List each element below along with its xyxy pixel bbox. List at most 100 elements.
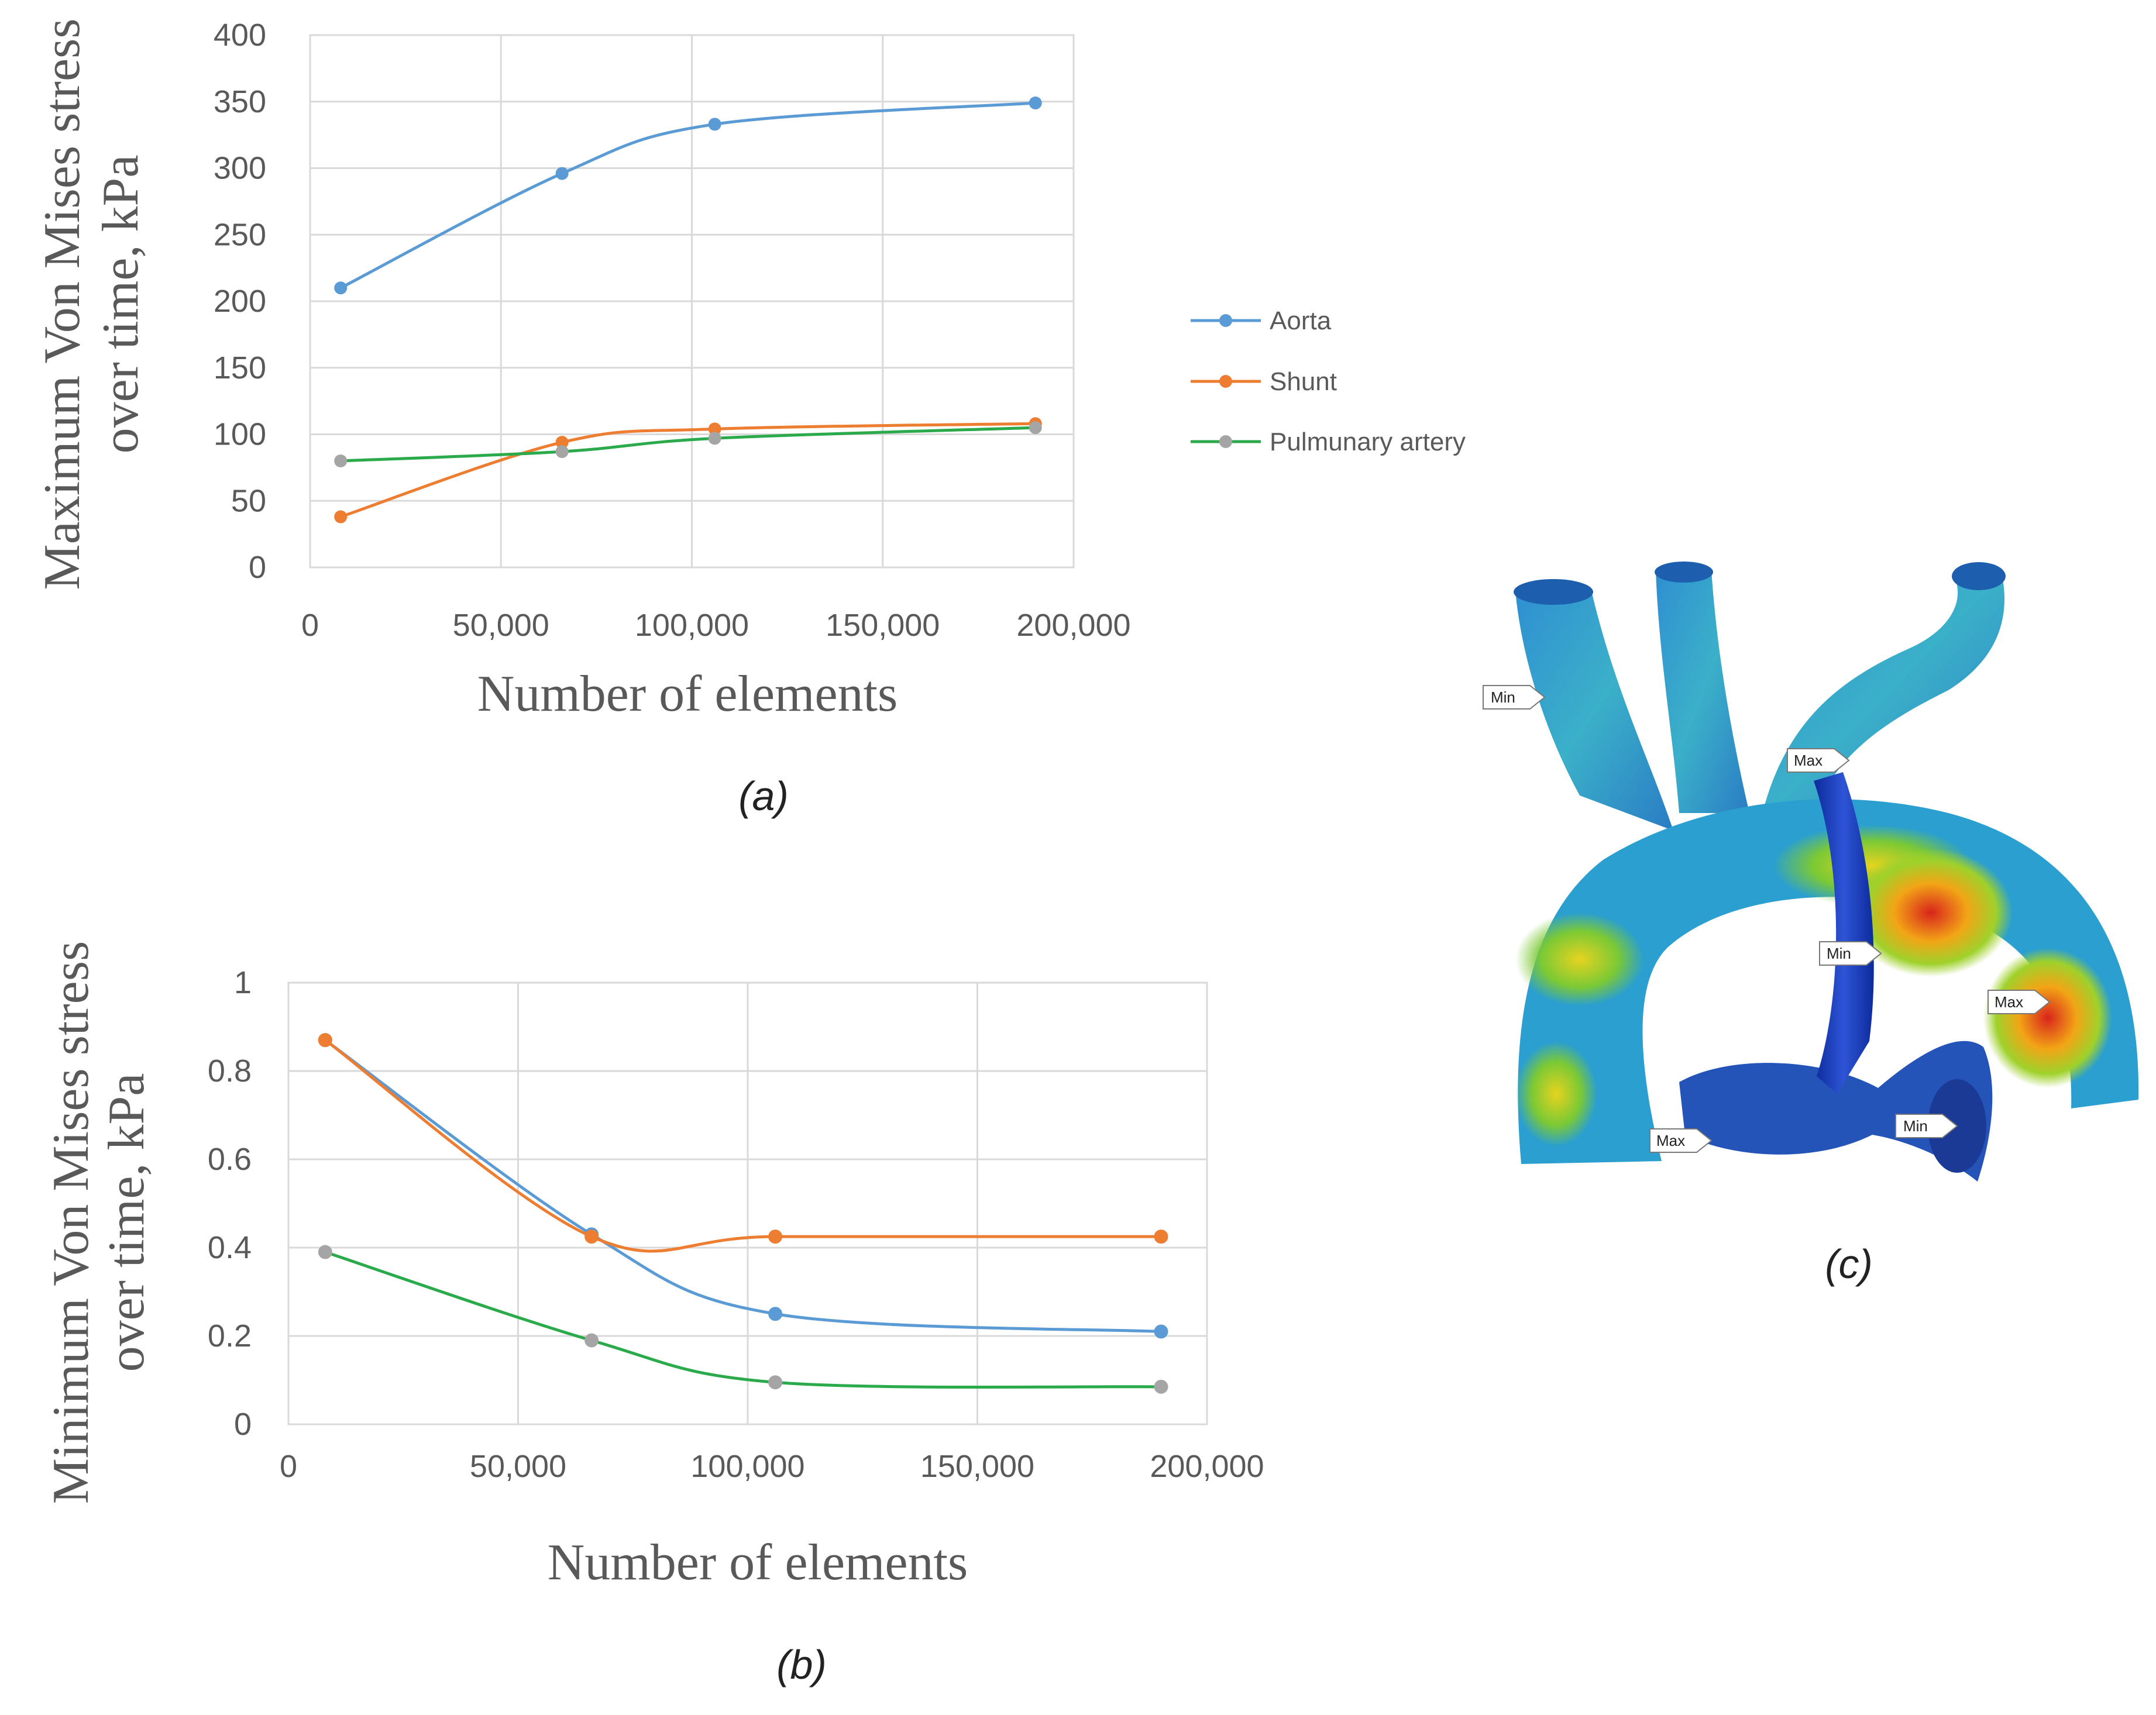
stress-hotspot-arch-left bbox=[1515, 912, 1644, 1006]
panel-a-y-axis-title-line-1: Maximum Von Mises stress bbox=[34, 18, 91, 590]
stress-hotspot-ascending bbox=[1515, 1041, 1597, 1146]
panel-a-point-aorta-2 bbox=[708, 118, 721, 131]
panel-b-point-pulmonary-artery-0 bbox=[318, 1245, 332, 1259]
panel-b-x-tick-label: 150,000 bbox=[920, 1449, 1034, 1484]
panel-a-label: (a) bbox=[738, 773, 789, 819]
panel-b-series-pulmonary-artery bbox=[318, 1245, 1168, 1394]
panel-a-point-pulmonary-artery-0 bbox=[334, 454, 348, 467]
panel-a-point-pulmonary-artery-2 bbox=[708, 432, 721, 445]
legend-marker-aorta bbox=[1219, 314, 1232, 327]
panel-a-plot-frame bbox=[309, 34, 1075, 569]
panel-b-point-aorta-2 bbox=[768, 1307, 783, 1321]
callout-min-2: Min bbox=[1819, 941, 1882, 966]
panel-a-point-shunt-0 bbox=[334, 510, 348, 524]
panel-b-point-pulmonary-artery-3 bbox=[1154, 1379, 1168, 1394]
panel-b-series bbox=[318, 1033, 1168, 1394]
legend: Aorta Shunt Pulmunary artery bbox=[1191, 307, 1466, 456]
panel-a-y-axis-title-line-2: over time, kPa bbox=[92, 155, 149, 454]
panel-a-series bbox=[334, 97, 1042, 524]
legend-label-aorta: Aorta bbox=[1270, 307, 1332, 335]
panel-a-line-shunt bbox=[340, 422, 1036, 518]
panel-a-point-aorta-1 bbox=[555, 167, 569, 180]
panel-a-x-tick-label: 0 bbox=[301, 608, 319, 643]
panel-b-point-shunt-1 bbox=[584, 1230, 599, 1244]
panel-a-point-pulmonary-artery-3 bbox=[1029, 421, 1042, 435]
callout-min-3: Min bbox=[1895, 1114, 1958, 1138]
panel-a-line-aorta bbox=[340, 101, 1036, 290]
callout-max-2: Max bbox=[1987, 990, 2051, 1014]
panel-a-point-pulmonary-artery-1 bbox=[555, 445, 569, 459]
panel-a-series-shunt bbox=[334, 417, 1042, 524]
vessel-branch-right bbox=[1761, 570, 2004, 819]
panel-b-point-pulmonary-artery-1 bbox=[584, 1333, 599, 1348]
panel-a-y-tick-label: 250 bbox=[214, 217, 266, 252]
callout-min-1: Min bbox=[1483, 685, 1546, 710]
panel-b-x-tick-label: 50,000 bbox=[470, 1449, 566, 1484]
panel-b-gridlines bbox=[287, 982, 1208, 1425]
panel-b-line-pulmonary-artery bbox=[325, 1251, 1161, 1389]
panel-a-x-tick-label: 200,000 bbox=[1016, 608, 1130, 643]
panel-b-x-tick-label: 0 bbox=[280, 1449, 297, 1484]
vessel-branch-left-opening bbox=[1514, 579, 1593, 605]
svg-text:Max: Max bbox=[1656, 1132, 1685, 1149]
panel-a-x-axis-title: Number of elements bbox=[477, 666, 898, 722]
panel-a-point-shunt-1 bbox=[555, 436, 569, 449]
shunt-tube bbox=[1814, 772, 1874, 1094]
panel-b-y-axis-title-line-1: Minimum Von Mises stress bbox=[43, 941, 99, 1504]
panel-b-label: (b) bbox=[776, 1642, 827, 1688]
panel-b-y-tick-label: 1 bbox=[234, 965, 252, 1000]
pulmonary-artery bbox=[1679, 1041, 1993, 1182]
panel-c-stress-render: Min Max Min Max Max Min (c) bbox=[1483, 562, 2139, 1287]
panel-b-x-tick-label: 200,000 bbox=[1150, 1449, 1264, 1484]
panel-a-point-aorta-3 bbox=[1029, 97, 1042, 110]
panel-a-x-tick-label: 150,000 bbox=[826, 608, 940, 643]
panel-b-point-shunt-3 bbox=[1154, 1230, 1168, 1244]
panel-b-point-shunt-0 bbox=[318, 1033, 332, 1048]
svg-text:Min: Min bbox=[1903, 1117, 1928, 1135]
panel-a-x-tick-label: 50,000 bbox=[453, 608, 549, 643]
panel-a-series-aorta bbox=[334, 97, 1042, 295]
panel-a-y-tick-label: 50 bbox=[231, 483, 266, 518]
vessel-branch-middle bbox=[1656, 570, 1749, 813]
panel-b-x-axis-title: Number of elements bbox=[548, 1534, 968, 1591]
panel-a-y-tick-label: 400 bbox=[214, 18, 266, 53]
panel-b-y-tick-label: 0.4 bbox=[208, 1230, 252, 1265]
legend-marker-pulmonary-artery bbox=[1219, 435, 1232, 448]
panel-b-y-tick-label: 0.8 bbox=[208, 1053, 252, 1089]
panel-b-x-tick-labels: 0 50,000 100,000 150,000 200,000 bbox=[280, 1449, 1264, 1484]
panel-b-point-shunt-2 bbox=[768, 1230, 783, 1244]
svg-text:Max: Max bbox=[1995, 993, 2023, 1011]
panel-a-y-tick-labels: 0 50 100 150 200 250 300 350 400 bbox=[214, 18, 266, 585]
vessel-branch-left bbox=[1515, 591, 1673, 831]
legend-item-pulmonary-artery: Pulmunary artery bbox=[1191, 428, 1466, 456]
panel-b-line-shunt bbox=[324, 1039, 1161, 1253]
svg-text:Max: Max bbox=[1794, 752, 1823, 769]
panel-a-y-tick-label: 0 bbox=[249, 550, 266, 585]
panel-b-series-shunt bbox=[318, 1033, 1168, 1253]
legend-item-aorta: Aorta bbox=[1191, 307, 1332, 335]
callout-max-1: Max bbox=[1787, 748, 1850, 773]
stress-hotspot-arch-right bbox=[1983, 948, 2112, 1088]
panel-b-y-tick-label: 0.2 bbox=[208, 1318, 252, 1354]
vessel-branch-middle-opening bbox=[1655, 562, 1713, 583]
panel-a-x-tick-label: 100,000 bbox=[635, 608, 749, 643]
legend-label-pulmonary-artery: Pulmunary artery bbox=[1270, 428, 1466, 456]
panel-b-plot-frame bbox=[287, 982, 1208, 1425]
stress-hotspot-arch-center bbox=[1849, 848, 2013, 977]
panel-a-y-tick-label: 100 bbox=[214, 417, 266, 452]
panel-a-max-stress-chart: 0 50 100 150 200 250 300 350 400 0 50,000 100,000 1… bbox=[34, 18, 1131, 819]
panel-a-y-tick-label: 350 bbox=[214, 84, 266, 119]
panel-a-line-pulmonary-artery bbox=[341, 426, 1036, 463]
legend-marker-shunt bbox=[1219, 375, 1232, 388]
panel-b-y-tick-label: 0 bbox=[234, 1407, 252, 1442]
panel-b-point-aorta-3 bbox=[1154, 1324, 1168, 1339]
panel-b-min-stress-chart: 0 0.2 0.4 0.6 0.8 1 0 50,000 100,000 150,000 200,… bbox=[43, 941, 1264, 1688]
panel-b-x-tick-label: 100,000 bbox=[690, 1449, 804, 1484]
svg-text:Min: Min bbox=[1827, 945, 1851, 962]
panel-a-y-tick-label: 200 bbox=[214, 284, 266, 319]
callout-max-3: Max bbox=[1649, 1128, 1713, 1153]
panel-a-y-tick-label: 300 bbox=[214, 151, 266, 186]
panel-b-line-aorta bbox=[324, 1039, 1161, 1333]
panel-a-y-tick-label: 150 bbox=[214, 350, 266, 385]
